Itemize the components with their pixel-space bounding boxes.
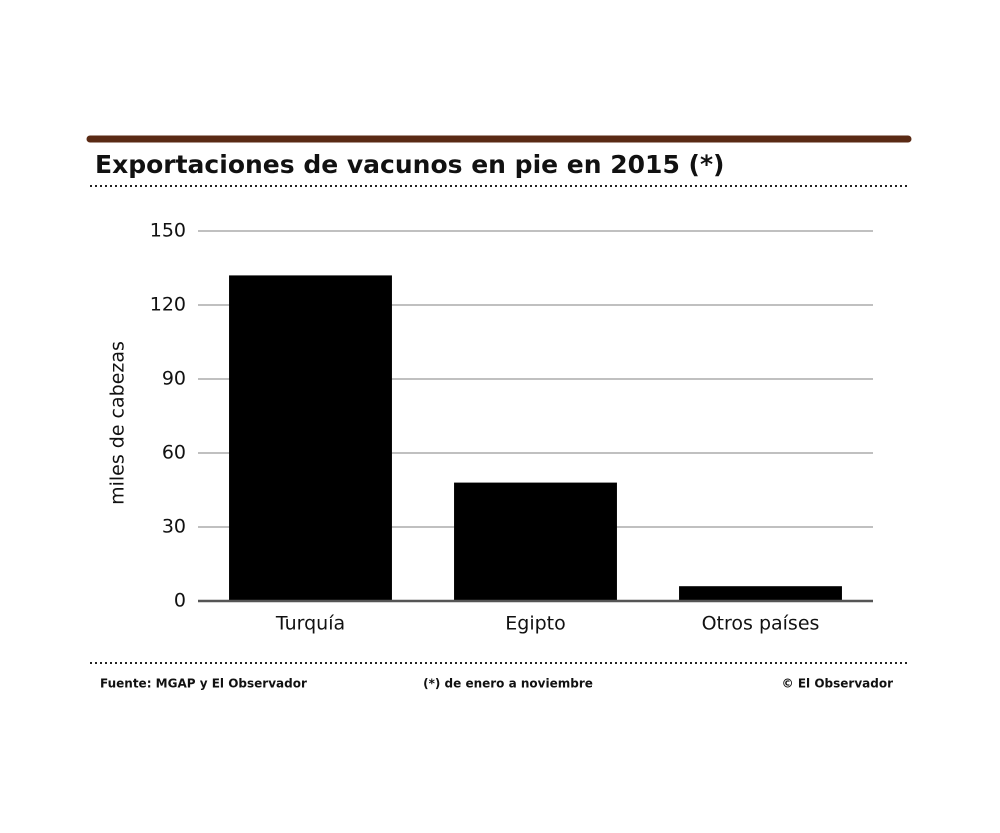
x-tick-label: Otros países <box>702 613 820 635</box>
y-tick-label: 150 <box>150 220 186 242</box>
plot-area: 0 30 60 90 120 150 Turquía Egipto Otros países <box>150 220 873 635</box>
note: (*) de enero a noviembre <box>423 677 593 691</box>
y-tick-label: 90 <box>162 368 186 390</box>
y-tick-label: 60 <box>162 442 186 464</box>
y-axis-label: miles de cabezas <box>107 341 129 505</box>
x-tick-label: Turquía <box>275 613 345 635</box>
source: Fuente: MGAP y El Observador <box>100 677 307 691</box>
bar <box>454 482 617 601</box>
chart-title: Exportaciones de vacunos en pie en 2015 … <box>95 150 724 179</box>
y-tick-label: 120 <box>150 294 186 316</box>
credit: © El Observador <box>782 677 893 691</box>
y-tick-label: 30 <box>162 516 186 538</box>
bar <box>679 586 842 601</box>
y-tick-label: 0 <box>174 590 186 612</box>
x-tick-label: Egipto <box>505 613 565 635</box>
bar <box>229 275 392 601</box>
